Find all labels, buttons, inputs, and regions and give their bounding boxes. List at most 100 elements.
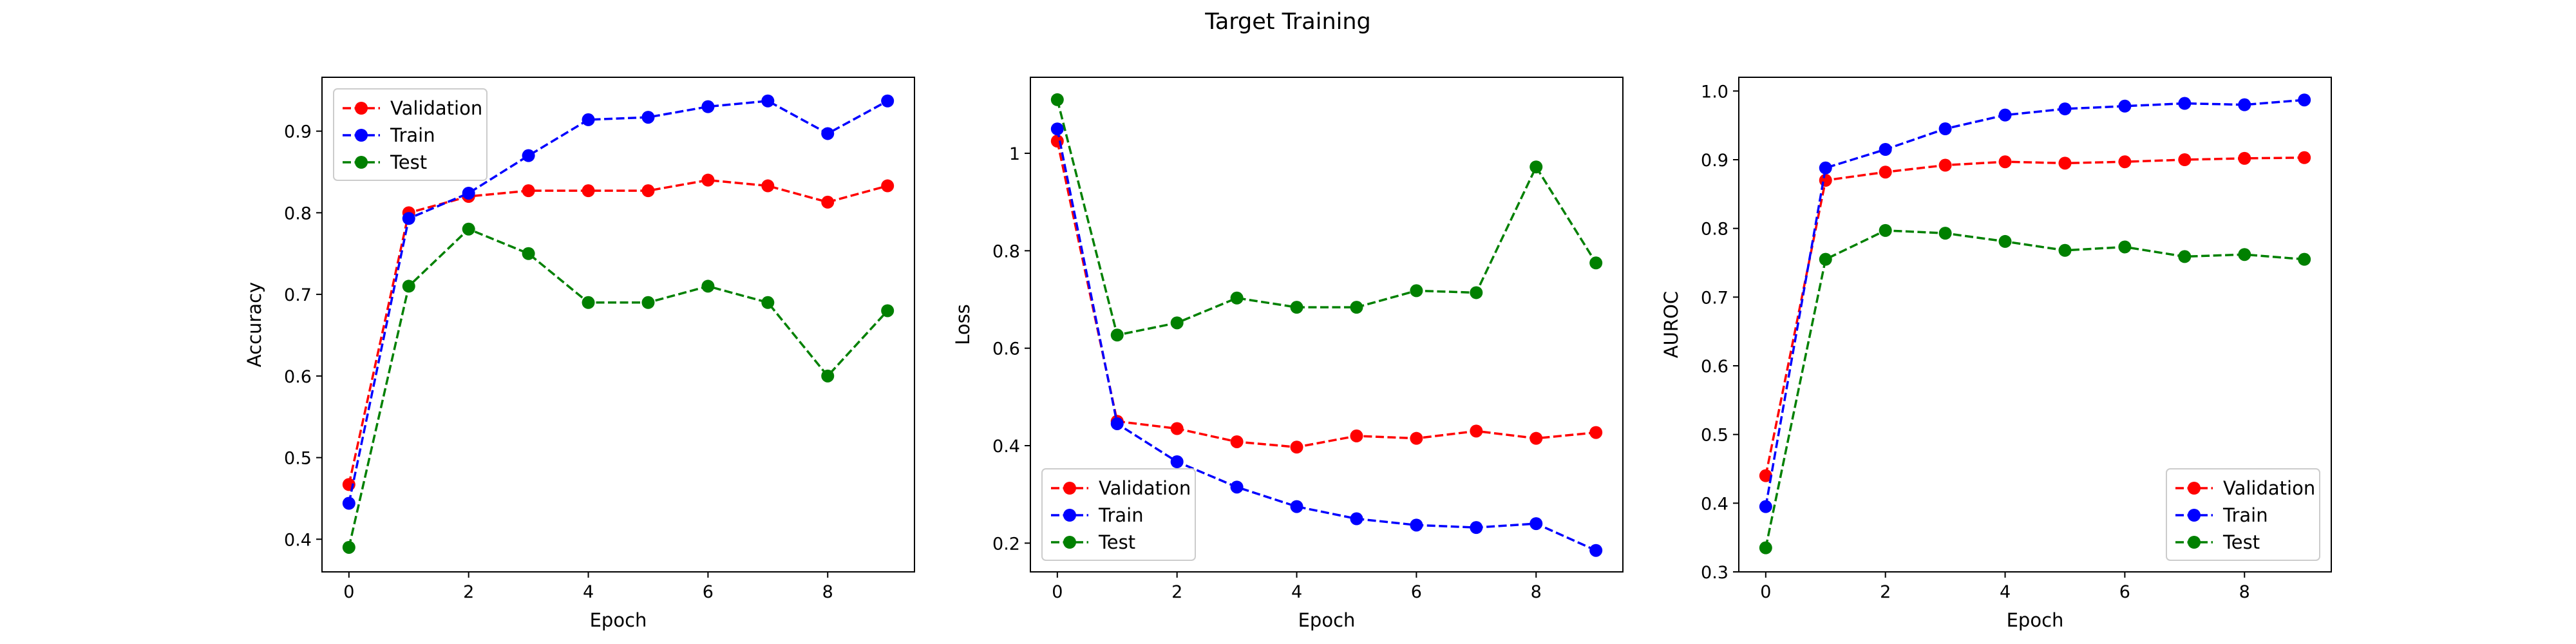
data-point bbox=[2238, 98, 2251, 111]
legend-label: Test bbox=[390, 151, 427, 173]
data-point bbox=[1350, 429, 1363, 442]
y-tick-label: 0.5 bbox=[284, 449, 312, 469]
legend-item: Test bbox=[1051, 531, 1135, 553]
legend-item: Validation bbox=[1051, 477, 1191, 499]
legend-label: Test bbox=[2222, 531, 2260, 553]
legend-item: Test bbox=[2175, 531, 2260, 553]
y-tick-label: 0.7 bbox=[284, 285, 312, 305]
data-point bbox=[1879, 223, 1892, 237]
legend-label: Test bbox=[1098, 531, 1135, 553]
data-point bbox=[1938, 227, 1952, 240]
y-tick-label: 0.6 bbox=[1701, 357, 1728, 377]
data-point bbox=[1290, 500, 1303, 513]
x-axis-label: Epoch bbox=[2007, 609, 2064, 631]
data-point bbox=[881, 304, 895, 317]
series-validation bbox=[1759, 151, 2311, 482]
x-tick-label: 0 bbox=[1760, 582, 1771, 602]
series-line bbox=[1056, 128, 1596, 552]
y-tick-label: 0.6 bbox=[992, 339, 1020, 359]
legend: Validation Train Test bbox=[1041, 468, 1196, 561]
legend-label: Validation bbox=[390, 97, 482, 119]
series-train bbox=[1050, 122, 1603, 557]
data-point bbox=[641, 184, 655, 198]
y-tick-label: 0.6 bbox=[284, 367, 312, 387]
series-line bbox=[348, 178, 888, 485]
data-point bbox=[701, 279, 715, 293]
x-tick-label: 8 bbox=[2239, 582, 2250, 602]
legend-label: Train bbox=[390, 124, 435, 146]
data-point bbox=[821, 369, 835, 383]
legend: Validation Train Test bbox=[2166, 468, 2320, 561]
legend-box bbox=[333, 88, 488, 181]
data-point bbox=[1589, 426, 1603, 439]
y-tick-label: 0.4 bbox=[1701, 494, 1728, 514]
data-point bbox=[402, 279, 415, 293]
data-point bbox=[462, 222, 475, 236]
legend-marker bbox=[2188, 536, 2201, 549]
x-tick-label: 8 bbox=[1531, 582, 1542, 602]
legend-marker bbox=[355, 102, 368, 115]
data-point bbox=[2178, 97, 2192, 110]
x-tick-label: 6 bbox=[2119, 582, 2130, 602]
legend-marker bbox=[1063, 482, 1076, 495]
y-tick-label: 1 bbox=[1009, 144, 1020, 164]
x-tick-label: 4 bbox=[1291, 582, 1302, 602]
legend-label: Validation bbox=[1099, 477, 1191, 499]
legend-marker bbox=[1063, 536, 1076, 549]
data-point bbox=[1110, 417, 1124, 430]
series-line bbox=[1056, 140, 1596, 449]
legend-label: Train bbox=[2222, 504, 2268, 526]
legend-label: Train bbox=[1098, 504, 1144, 526]
data-point bbox=[582, 113, 595, 126]
subplot-3: 0 2 4 6 8 0.3 0.4 0.5 0.6 0.7 0.8 0.9 1.0 Epoch AUROC V… bbox=[1660, 77, 2332, 631]
legend-item: Train bbox=[2175, 504, 2268, 526]
figure-title: Target Training bbox=[1204, 9, 1371, 35]
data-point bbox=[1170, 455, 1184, 468]
data-point bbox=[641, 111, 655, 124]
legend-label: Validation bbox=[2223, 477, 2315, 499]
data-point bbox=[1410, 518, 1423, 532]
data-point bbox=[1938, 122, 1952, 135]
data-point bbox=[2298, 151, 2311, 164]
y-tick-label: 0.4 bbox=[284, 530, 312, 550]
axes-frame bbox=[1738, 77, 2332, 573]
x-tick-label: 2 bbox=[1880, 582, 1891, 602]
series-line bbox=[1765, 99, 2305, 507]
data-point bbox=[342, 540, 355, 554]
data-point bbox=[2058, 102, 2072, 116]
data-point bbox=[1879, 143, 1892, 156]
data-point bbox=[2118, 240, 2132, 254]
y-tick-label: 0.3 bbox=[1701, 563, 1728, 583]
series-line bbox=[1765, 156, 2305, 477]
legend-item: Validation bbox=[343, 97, 482, 119]
series-train bbox=[1759, 93, 2311, 513]
y-tick-label: 0.7 bbox=[1701, 288, 1728, 308]
data-point bbox=[2238, 248, 2251, 261]
data-point bbox=[2178, 153, 2192, 166]
data-point bbox=[1170, 422, 1184, 435]
data-point bbox=[1938, 158, 1952, 172]
data-point bbox=[582, 184, 595, 198]
data-point bbox=[1110, 328, 1124, 342]
data-point bbox=[1998, 155, 2012, 169]
data-point bbox=[1470, 286, 1483, 299]
x-tick-label: 6 bbox=[1411, 582, 1422, 602]
data-point bbox=[641, 296, 655, 309]
legend-item: Train bbox=[1051, 504, 1144, 526]
data-point bbox=[1589, 544, 1603, 557]
data-point bbox=[2058, 156, 2072, 170]
x-tick-label: 8 bbox=[822, 582, 833, 602]
data-point bbox=[1050, 93, 1064, 106]
y-tick-label: 0.8 bbox=[992, 242, 1020, 261]
axes-frame bbox=[321, 77, 915, 573]
series-test bbox=[1759, 223, 2311, 554]
series-test bbox=[1050, 93, 1603, 342]
data-point bbox=[1530, 431, 1543, 445]
data-point bbox=[1290, 301, 1303, 314]
x-tick-label: 2 bbox=[1171, 582, 1182, 602]
legend-marker bbox=[2188, 482, 2201, 495]
legend-marker bbox=[1063, 509, 1076, 522]
axes-frame bbox=[1030, 77, 1624, 573]
data-point bbox=[2238, 151, 2251, 165]
